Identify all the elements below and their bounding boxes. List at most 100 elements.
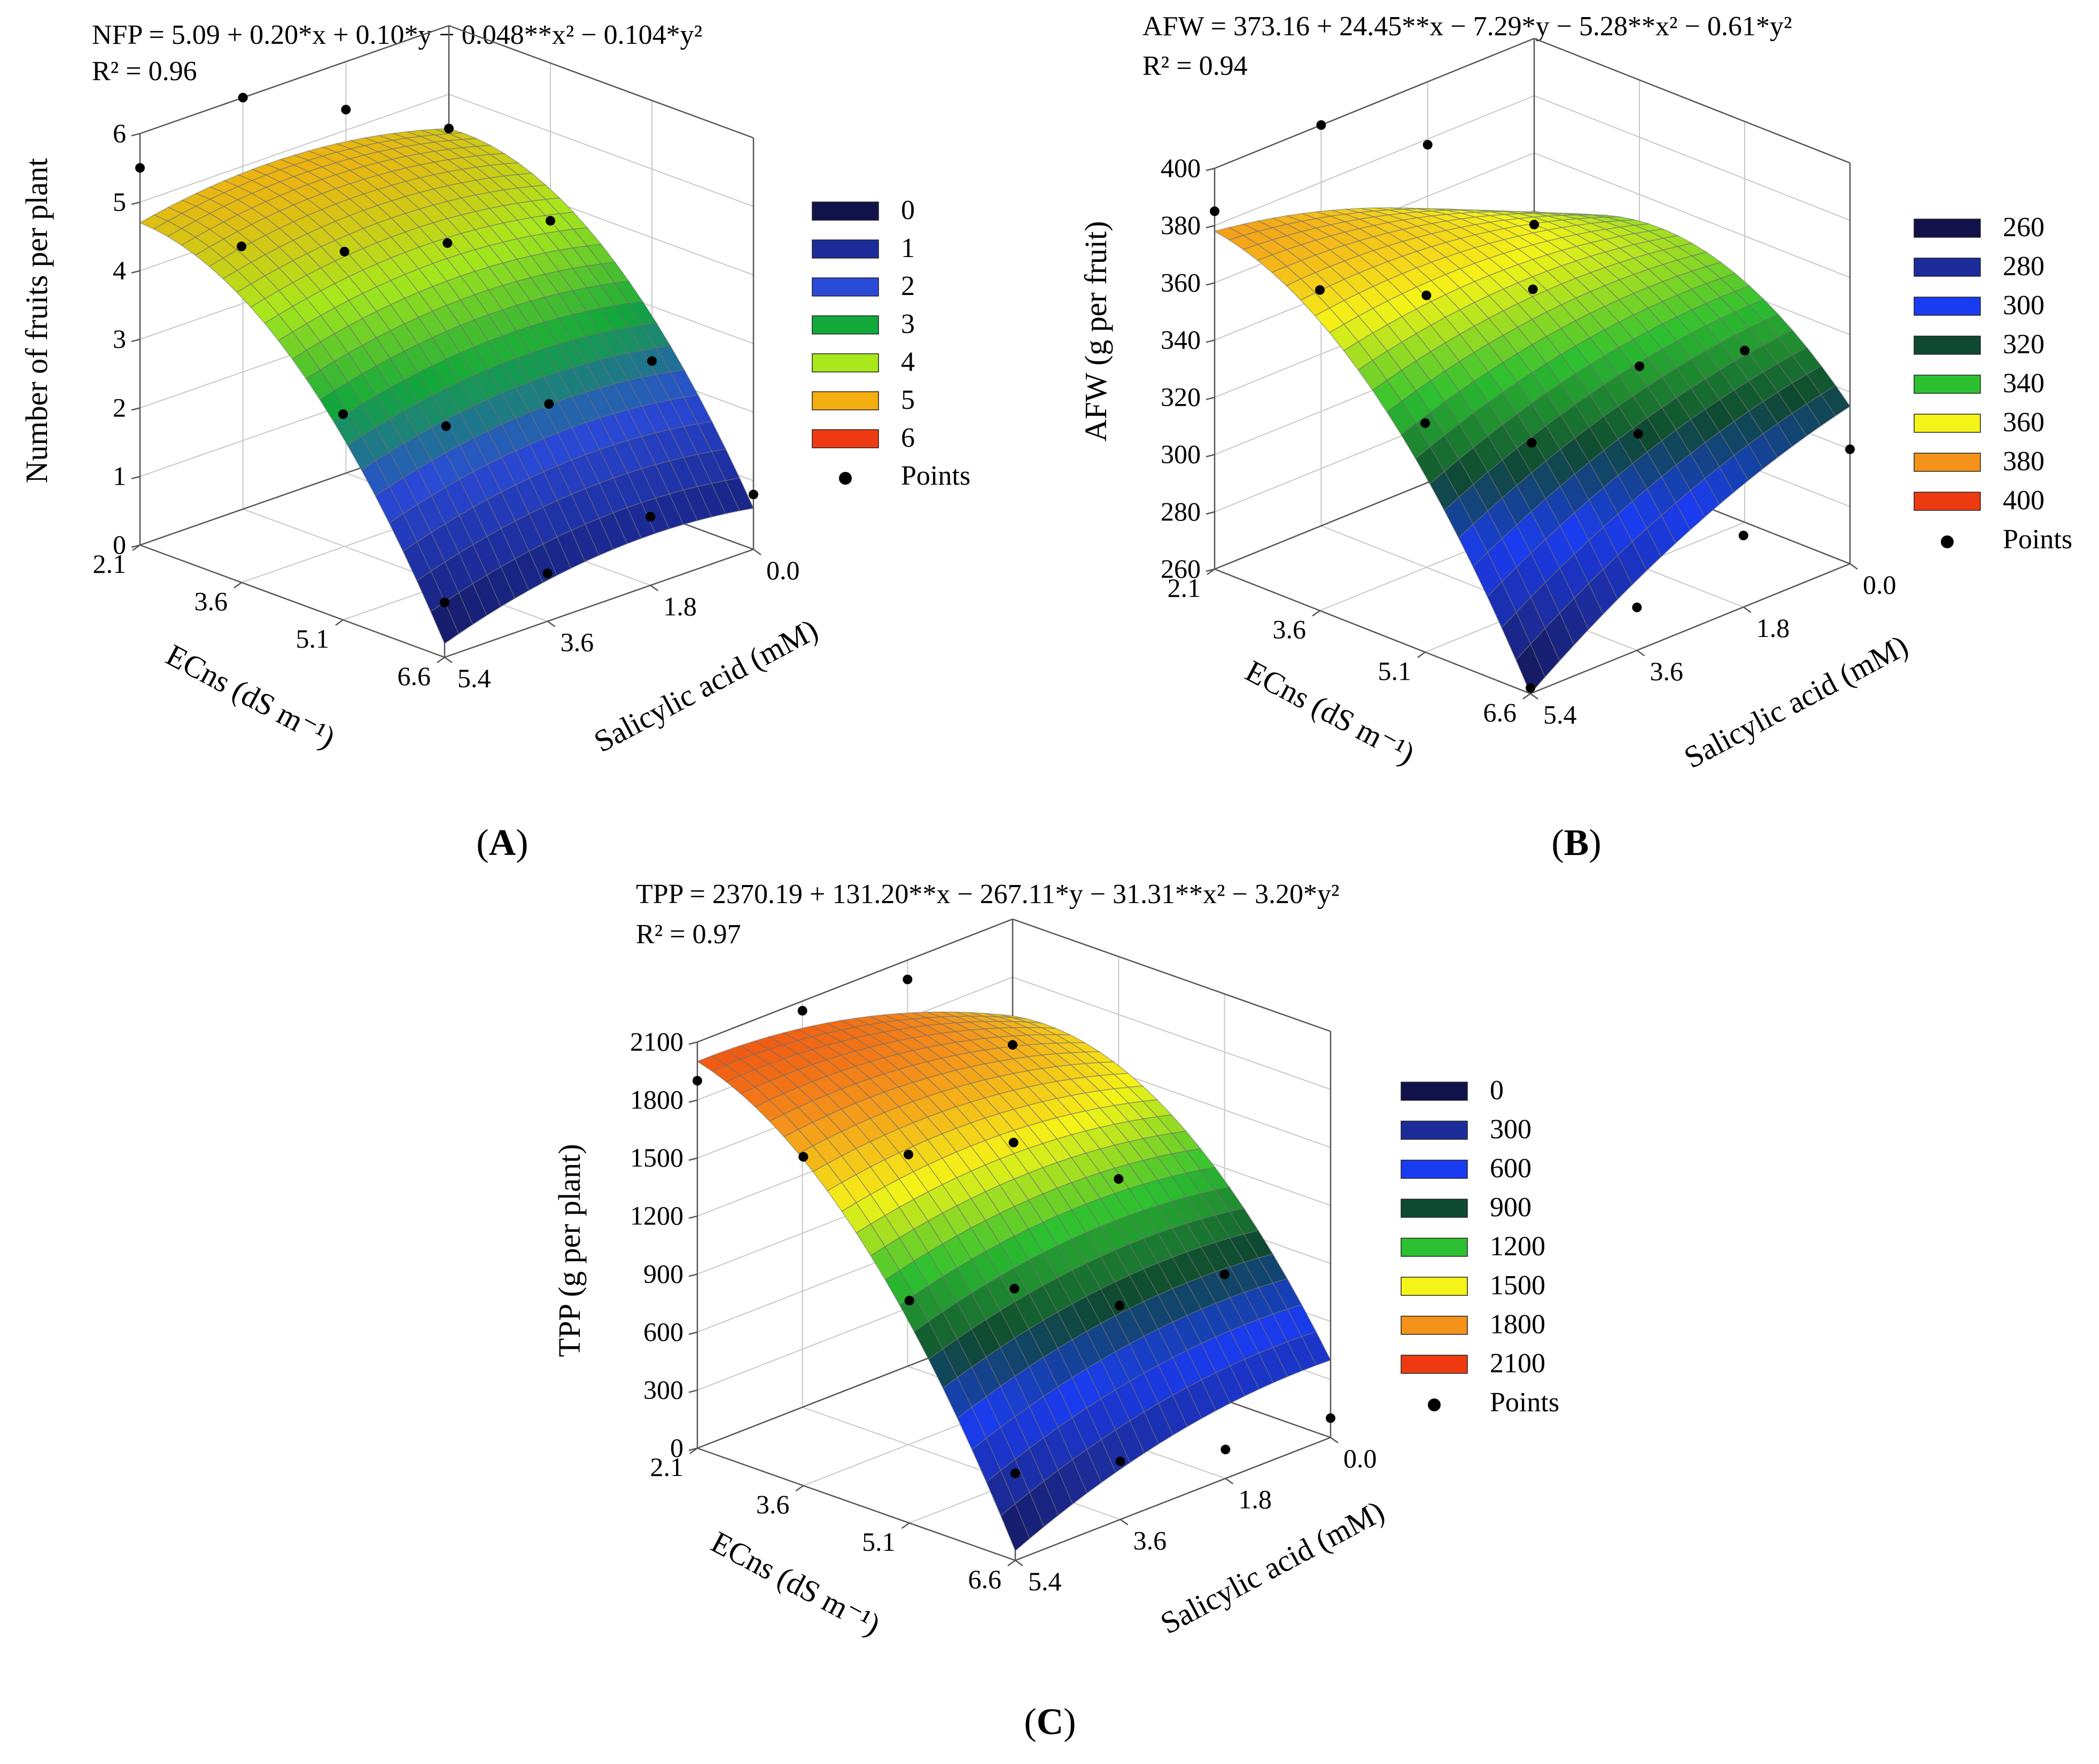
x-tick-mark [689, 1447, 698, 1455]
z-tick-mark [688, 1157, 698, 1161]
axis-edge [1214, 37, 1535, 169]
y-axis-label-b: Salicylic acid (mM) [1678, 628, 1914, 775]
data-points-a [135, 92, 758, 608]
z-tick-mark [1206, 397, 1215, 400]
x-tick-label: 3.6 [1273, 615, 1307, 644]
legend-swatch [1401, 1082, 1468, 1101]
z-tick-label: 300 [1161, 439, 1201, 469]
y-tick-mark [547, 620, 556, 627]
z-axis-label-c: TPP (g per plant) [552, 1144, 587, 1357]
panel-a: NFP = 5.09 + 0.20*x + 0.10*y − 0.048**x²… [19, 20, 970, 864]
y-tick-label: 1.8 [663, 591, 697, 621]
axis-edge [1214, 568, 1531, 695]
z-tick-mark [688, 1215, 698, 1219]
legend-label: 3 [901, 309, 915, 339]
y-tick-label: 1.8 [1238, 1485, 1272, 1514]
r2-a: R² = 0.96 [92, 56, 197, 87]
legend-points-label: Points [901, 461, 970, 491]
legend-swatch [1401, 1316, 1468, 1335]
legend-label: 1500 [1490, 1270, 1545, 1301]
y-tick-mark [444, 656, 453, 664]
equation-b: AFW = 373.16 + 24.45**x − 7.29*y − 5.28*… [1142, 11, 1792, 42]
legend-points-marker [1428, 1398, 1441, 1411]
panel-b: AFW = 373.16 + 24.45**x − 7.29*y − 5.28*… [1078, 11, 2072, 864]
x-tick-label: 5.1 [1378, 656, 1412, 686]
legend-swatch [1401, 1355, 1468, 1374]
z-tick-mark [131, 338, 141, 343]
z-tick-mark [131, 133, 141, 137]
data-point [1315, 285, 1325, 295]
r2-b: R² = 0.94 [1142, 51, 1248, 81]
data-point [1316, 120, 1326, 130]
z-tick-label: 300 [643, 1374, 683, 1404]
data-point [1008, 1138, 1019, 1148]
legend-label: 0 [1490, 1075, 1504, 1106]
y-tick-label: 1.8 [1756, 613, 1790, 643]
y-tick-label: 0.0 [1343, 1443, 1377, 1473]
data-point [1635, 361, 1644, 371]
legend-swatch [1914, 414, 1981, 433]
y-axis-label-c: Salicylic acid (mM) [1155, 1494, 1390, 1641]
legend-label: 6 [901, 423, 915, 453]
data-point [1220, 1444, 1231, 1455]
legend-swatch [812, 277, 879, 297]
z-tick-mark [131, 476, 141, 479]
y-tick-mark [1530, 693, 1538, 700]
axis-edge [1530, 563, 1851, 695]
z-tick-label: 360 [1161, 267, 1201, 297]
z-tick-label: 320 [1161, 382, 1201, 412]
z-tick-label: 340 [1161, 324, 1201, 354]
y-tick-label: 3.6 [1133, 1525, 1167, 1555]
legend-label: 320 [2003, 329, 2044, 360]
surface-patch [430, 601, 460, 644]
data-point [1740, 345, 1750, 355]
data-point [546, 216, 555, 226]
data-point [1210, 206, 1219, 216]
y-tick-mark [1636, 649, 1645, 657]
panel-letter-b: B [1564, 822, 1589, 864]
legend-label: 600 [1490, 1153, 1532, 1184]
y-tick-mark [1743, 606, 1752, 613]
legend-label: 300 [2003, 290, 2044, 321]
legend-label: 1800 [1490, 1309, 1545, 1340]
data-point [1115, 1456, 1125, 1466]
z-tick-label: 5 [113, 186, 126, 216]
legend-swatch [1914, 219, 1981, 238]
y-tick-label: 3.6 [561, 627, 594, 657]
x-tick-label: 5.1 [862, 1527, 896, 1557]
y-tick-mark [1225, 1478, 1234, 1485]
legend-a: 0 1 2 3 4 5 6 Points [812, 195, 970, 491]
axis-edge [1012, 918, 1331, 1032]
z-tick-mark [688, 1041, 698, 1045]
equation-a: NFP = 5.09 + 0.20*x + 0.10*y − 0.048**x²… [92, 20, 702, 50]
data-point [440, 597, 449, 608]
legend-label: 380 [2003, 446, 2044, 477]
y-tick-label: 5.4 [1543, 700, 1577, 729]
x-axis-label-c: ECns (dS m⁻¹) [705, 1524, 886, 1642]
equation-c: TPP = 2370.19 + 131.20**x − 267.11*y − 3… [636, 879, 1340, 910]
x-tick-mark [1207, 568, 1215, 576]
legend-swatch [812, 201, 879, 221]
x-tick-mark [1417, 651, 1426, 658]
legend-swatch [1914, 258, 1981, 277]
data-point [1421, 290, 1432, 300]
data-point [1422, 139, 1433, 150]
data-point [441, 421, 451, 431]
y-tick-mark [753, 548, 761, 556]
data-point [646, 512, 656, 522]
legend-label: 4 [901, 347, 915, 377]
z-axis-label-b: AFW (g per fruit) [1078, 221, 1113, 442]
data-point [542, 568, 553, 578]
legend-swatch [1401, 1277, 1468, 1296]
legend-label: 1 [901, 233, 915, 263]
axis-edge [444, 548, 754, 658]
axis-edge [697, 918, 1013, 1043]
z-gridline [1214, 37, 1851, 169]
z-tick-label: 0 [670, 1433, 683, 1463]
z-tick-mark [1206, 511, 1215, 515]
data-point [904, 1295, 914, 1305]
z-tick-label: 1500 [630, 1143, 683, 1172]
legend-label: 260 [2003, 212, 2044, 243]
data-point [1738, 531, 1748, 541]
